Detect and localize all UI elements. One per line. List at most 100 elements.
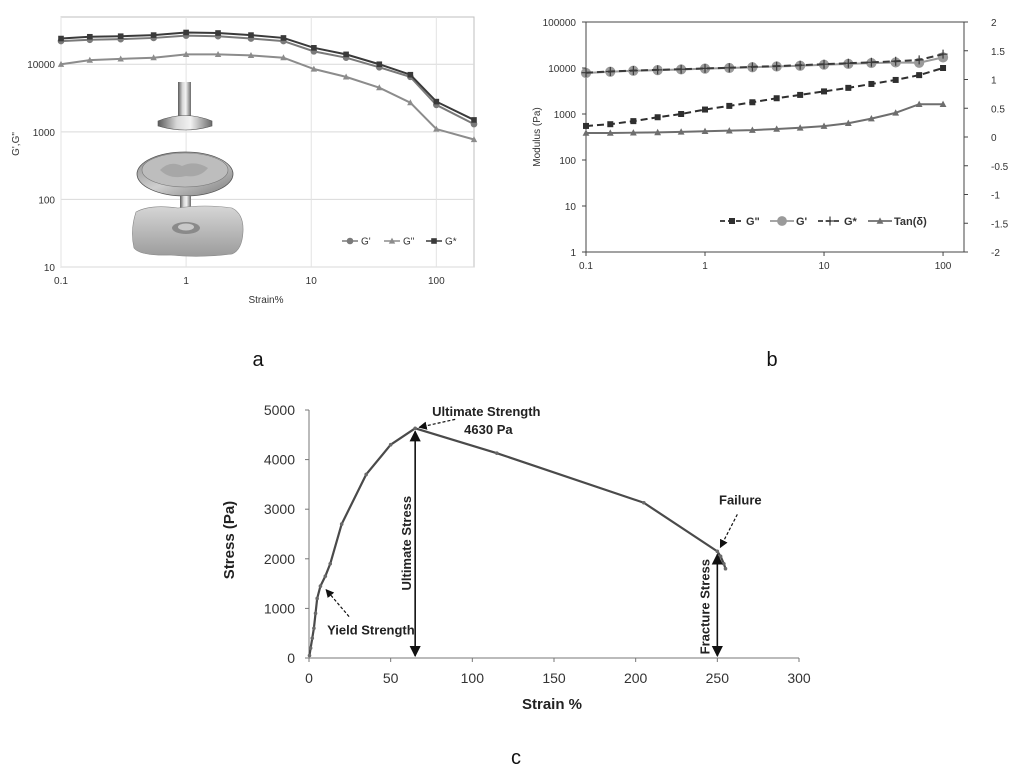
x-tick-label: 100 bbox=[461, 670, 485, 686]
data-point-g bbox=[87, 33, 93, 40]
y-tick-label: 100 bbox=[559, 156, 576, 167]
data-point-g bbox=[749, 99, 756, 106]
data-point bbox=[307, 653, 312, 658]
chart-b-ticks: 0.1 1 10 100110100100010000100000-2-1.5-1-0… bbox=[543, 18, 1009, 272]
data-point-g bbox=[342, 73, 350, 80]
y-tick-label: 10000 bbox=[548, 64, 576, 75]
y2-tick-label: -0.5 bbox=[991, 162, 1009, 173]
data-point-tan bbox=[915, 100, 923, 108]
failure-arrow bbox=[719, 514, 738, 549]
data-point-tan bbox=[677, 128, 685, 135]
chart-a-ticks: 0.1 1 10 100 10 100 1000 10000 bbox=[27, 60, 445, 287]
data-point-g bbox=[653, 65, 663, 75]
y-tick-label: 1000 bbox=[33, 128, 56, 139]
x-tick-label: 250 bbox=[706, 670, 730, 686]
ultimate-stress-label: Ultimate Stress bbox=[399, 496, 414, 591]
data-point-g bbox=[914, 55, 924, 65]
data-point-g bbox=[866, 57, 876, 67]
legend-label: G* bbox=[445, 237, 457, 248]
ultimate-strength-arrow bbox=[418, 418, 456, 430]
y-tick-label: 0 bbox=[287, 650, 295, 666]
data-point-g bbox=[214, 50, 222, 57]
data-point bbox=[718, 554, 723, 559]
data-point-tan bbox=[629, 129, 637, 136]
data-point-g bbox=[892, 76, 899, 83]
data-point bbox=[310, 636, 315, 640]
yield-strength-arrow bbox=[325, 588, 350, 617]
y2-tick-label: -1.5 bbox=[991, 219, 1009, 230]
x-tick-label: 0.1 bbox=[579, 261, 593, 272]
x-tick-label: 0.1 bbox=[54, 276, 68, 287]
y-tick-label: 1 bbox=[570, 248, 576, 259]
data-point-g bbox=[471, 117, 477, 123]
data-point-g bbox=[58, 35, 64, 42]
chart-b-legend: G" G' G* Tan(δ) bbox=[720, 216, 927, 228]
chart-a-legend: G' G" G* bbox=[342, 237, 457, 248]
data-point-g bbox=[150, 54, 157, 61]
chart-c-series-group bbox=[307, 426, 728, 658]
data-point-g bbox=[702, 106, 709, 113]
legend-marker-tan bbox=[876, 217, 884, 224]
legend-marker-g bbox=[388, 237, 396, 244]
legend-marker-g bbox=[825, 216, 835, 226]
legend-label: G' bbox=[361, 237, 371, 248]
data-point-g bbox=[747, 62, 757, 72]
data-point-g bbox=[311, 45, 317, 51]
x-tick-label: 1 bbox=[702, 261, 708, 272]
data-point bbox=[388, 442, 393, 447]
data-point-tan bbox=[820, 122, 828, 129]
failure-label: Failure bbox=[719, 492, 762, 507]
legend-label: G" bbox=[746, 216, 760, 228]
series-line-tan bbox=[586, 103, 944, 134]
y-tick-label: 2000 bbox=[264, 551, 295, 567]
data-point-g bbox=[117, 55, 124, 62]
data-point-g bbox=[773, 95, 780, 102]
data-point bbox=[495, 451, 499, 455]
data-point-g bbox=[182, 50, 190, 57]
panel-label-c: c bbox=[511, 747, 521, 769]
data-point-tan bbox=[654, 128, 662, 136]
data-point bbox=[413, 426, 417, 431]
legend-label: G* bbox=[844, 216, 858, 228]
data-point-g bbox=[726, 102, 733, 109]
chart-c-xlabel: Strain % bbox=[522, 696, 582, 713]
data-point-g bbox=[343, 51, 349, 58]
legend-label: G" bbox=[403, 237, 415, 248]
x-tick-label: 300 bbox=[787, 670, 811, 686]
data-point-g bbox=[797, 91, 804, 98]
data-point-g bbox=[938, 49, 948, 59]
rheometer-geometry-illustration bbox=[132, 82, 244, 257]
chart-a: 0.1 1 10 100 10 100 1000 10000 Strain% G',G" G'… bbox=[11, 16, 478, 371]
data-point bbox=[315, 596, 319, 601]
series-line-g bbox=[60, 34, 475, 126]
data-point-tan bbox=[582, 129, 590, 136]
data-point bbox=[642, 500, 646, 505]
data-point-g bbox=[280, 35, 287, 41]
data-point-tan bbox=[844, 119, 852, 126]
chart-a-gridlines bbox=[60, 17, 474, 268]
data-point-g bbox=[407, 99, 414, 106]
data-point-g bbox=[433, 125, 440, 132]
data-point bbox=[715, 549, 720, 554]
data-point-tan bbox=[606, 129, 614, 136]
data-point-g bbox=[150, 32, 157, 38]
data-point-g bbox=[676, 64, 686, 74]
data-point-g bbox=[86, 56, 94, 63]
data-point-tan bbox=[773, 125, 781, 132]
data-point-g bbox=[868, 80, 875, 87]
series-line-g bbox=[585, 56, 944, 74]
ultimate-strength-value: 4630 Pa bbox=[464, 422, 513, 437]
data-point-g bbox=[607, 121, 614, 128]
data-point-g bbox=[821, 88, 828, 95]
data-point-g bbox=[310, 65, 318, 72]
data-point-g bbox=[280, 54, 287, 61]
data-point-g bbox=[376, 84, 383, 91]
legend-label: G' bbox=[796, 216, 808, 228]
data-point-g bbox=[795, 60, 805, 70]
data-point-g bbox=[654, 114, 661, 121]
data-point-tan bbox=[725, 127, 733, 134]
data-point-g bbox=[247, 52, 255, 59]
series-line-g bbox=[585, 67, 944, 127]
data-point-g bbox=[891, 56, 901, 66]
